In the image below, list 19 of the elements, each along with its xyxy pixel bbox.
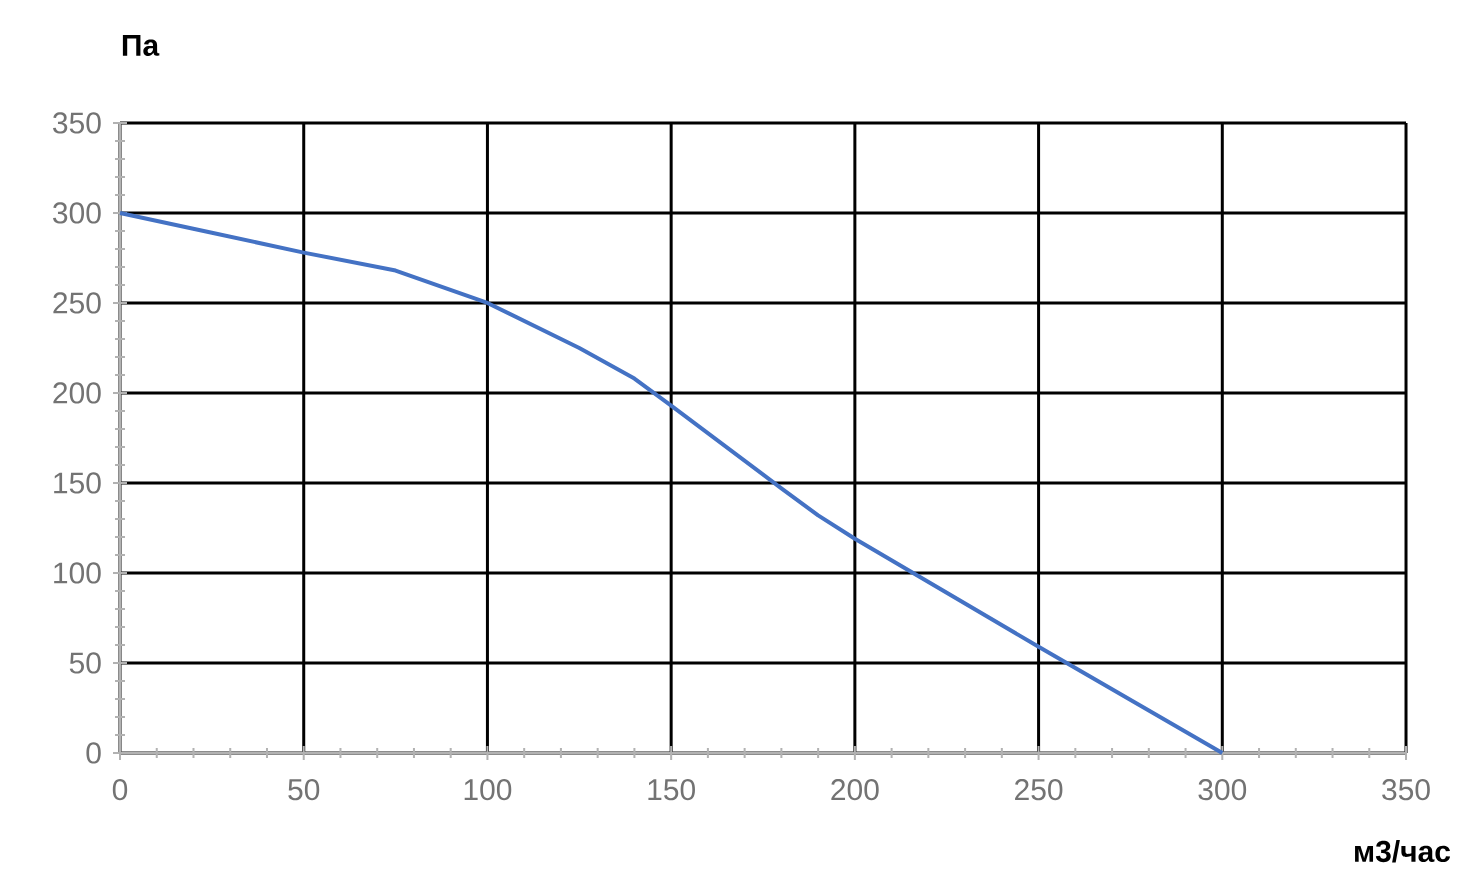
x-tick-label: 300 <box>1198 779 1247 801</box>
line-series <box>118 210 1225 755</box>
y-tick-label: 0 <box>86 742 101 764</box>
y-tick-label: 250 <box>53 292 101 314</box>
y-tick-label: 350 <box>53 112 101 134</box>
x-tick-label: 0 <box>112 779 128 801</box>
y-tick-label: 300 <box>53 202 101 224</box>
x-tick-label: 150 <box>648 779 695 801</box>
y-tick-label: 200 <box>53 382 101 404</box>
y-tick-label: 50 <box>69 652 101 674</box>
x-tick-label: 100 <box>464 779 512 801</box>
x-tick-label: 350 <box>1382 779 1430 801</box>
y-axis-title: Па <box>122 34 160 56</box>
x-tick-label: 250 <box>1015 779 1063 801</box>
y-tick-label: 100 <box>54 562 101 584</box>
x-tick-label: 50 <box>288 779 320 801</box>
x-axis-title: м3/час <box>1355 840 1451 863</box>
x-tick-label: 200 <box>831 779 879 801</box>
y-tick-label: 150 <box>54 472 101 494</box>
